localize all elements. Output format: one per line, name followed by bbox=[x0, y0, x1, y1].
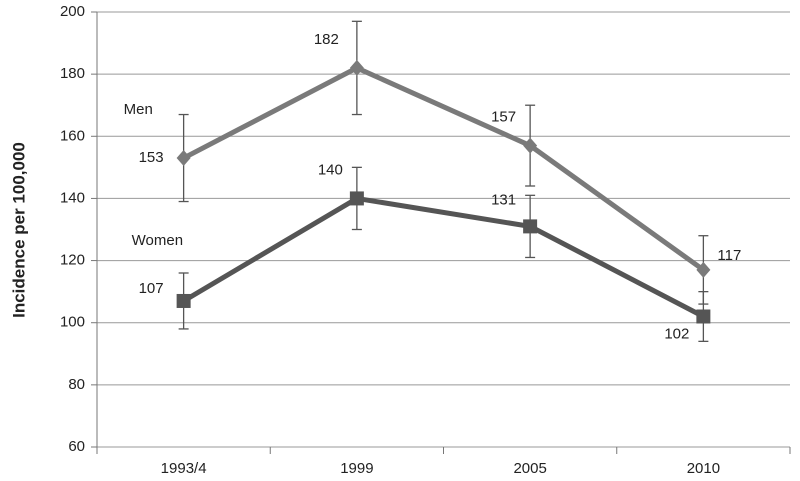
data-label: 153 bbox=[139, 149, 164, 166]
x-tick-label: 1993/4 bbox=[161, 460, 207, 477]
x-tick-label: 2010 bbox=[687, 460, 720, 477]
marker bbox=[523, 219, 538, 234]
series-name: Women bbox=[132, 232, 183, 249]
y-tick-label: 80 bbox=[68, 376, 85, 393]
marker bbox=[696, 261, 711, 278]
marker bbox=[176, 293, 191, 308]
y-tick-label: 60 bbox=[68, 438, 85, 455]
series-line bbox=[182, 195, 705, 319]
marker bbox=[696, 309, 711, 324]
series-name: Men bbox=[124, 101, 153, 118]
x-tick-label: 1999 bbox=[340, 460, 373, 477]
y-tick-label: 200 bbox=[60, 3, 85, 20]
y-tick-label: 160 bbox=[60, 127, 85, 144]
marker bbox=[176, 150, 191, 167]
marker bbox=[349, 191, 364, 206]
marker bbox=[523, 137, 538, 154]
data-label: 107 bbox=[139, 280, 164, 297]
data-label: 102 bbox=[664, 325, 689, 342]
x-tick-label: 2005 bbox=[513, 460, 546, 477]
y-axis-label: Incidence per 100,000 bbox=[9, 142, 28, 318]
data-label: 157 bbox=[491, 109, 516, 126]
series-line bbox=[182, 65, 705, 272]
marker bbox=[349, 59, 364, 76]
data-label: 140 bbox=[318, 161, 343, 178]
y-tick-label: 140 bbox=[60, 189, 85, 206]
data-label: 131 bbox=[491, 191, 516, 208]
y-tick-label: 120 bbox=[60, 252, 85, 269]
data-label: 182 bbox=[314, 31, 339, 48]
data-label: 117 bbox=[717, 247, 741, 264]
y-tick-label: 100 bbox=[60, 314, 85, 331]
y-tick-label: 180 bbox=[60, 65, 85, 82]
